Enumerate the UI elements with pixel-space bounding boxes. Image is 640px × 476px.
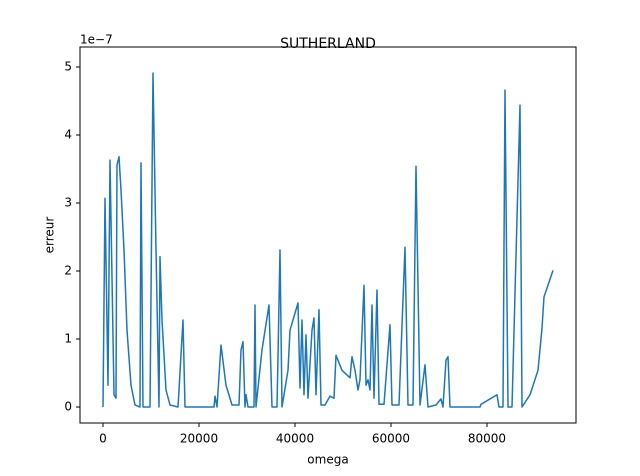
- y-tick-label: 1: [64, 332, 72, 346]
- y-tick-label: 2: [64, 264, 72, 278]
- x-tick-label: 40000: [276, 432, 314, 446]
- y-tick-label: 3: [64, 196, 72, 210]
- y-tick-label: 0: [64, 400, 72, 414]
- x-axis-label: omega: [307, 453, 348, 467]
- x-tick-label: 20000: [180, 432, 218, 446]
- y-axis-label: erreur: [43, 217, 57, 254]
- y-offset-label: 1e−7: [80, 33, 113, 47]
- chart-title: SUTHERLAND: [280, 36, 376, 52]
- y-tick-label: 5: [64, 59, 72, 73]
- plot-frame: [79, 46, 577, 424]
- x-tick-label: 0: [99, 432, 107, 446]
- x-tick-label: 80000: [468, 432, 506, 446]
- data-line: [102, 72, 554, 408]
- x-tick-label: 60000: [372, 432, 410, 446]
- y-tick-label: 4: [64, 127, 72, 141]
